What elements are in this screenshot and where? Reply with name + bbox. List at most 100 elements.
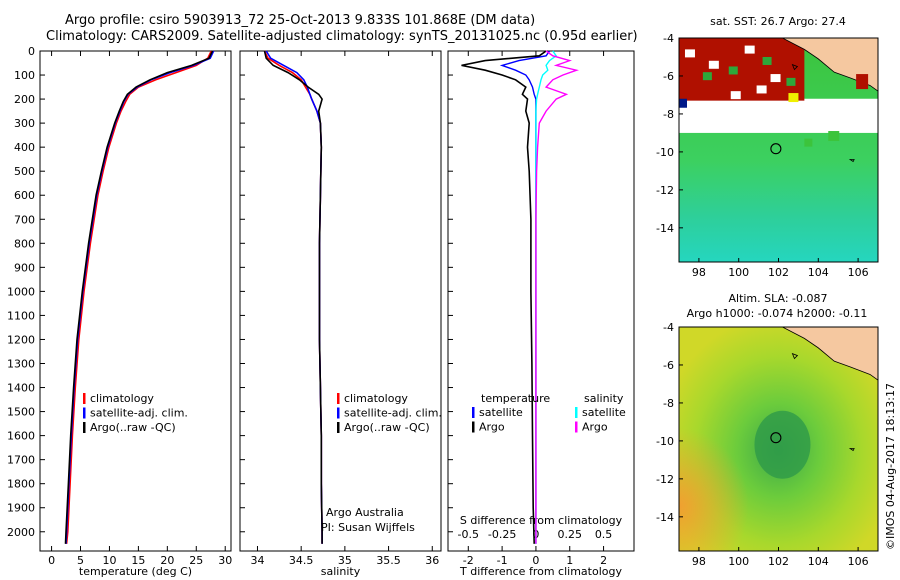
difference-series-argo: [535, 50, 579, 544]
depth-tick-label: 1700: [7, 454, 35, 467]
salinity-difference-tick-label: 0.25: [557, 528, 582, 541]
sla-lat-tick-label: -6: [663, 359, 674, 372]
depth-tick-label: 900: [14, 261, 35, 274]
depth-tick-label: 1400: [7, 382, 35, 395]
difference-series-argo: [461, 50, 547, 544]
difference-legend-title-temperature: temperature: [481, 392, 550, 405]
temperature-xtick-label: 30: [218, 554, 232, 567]
sla-lon-tick-label: 98: [692, 555, 706, 568]
sst-lat-tick-label: -6: [663, 70, 674, 83]
sst-green-pixel: [728, 66, 738, 75]
temperature-legend-swatch: [83, 407, 86, 419]
sst-warm-area: [679, 38, 805, 101]
sst-missing-pixel: [730, 91, 741, 100]
sla-lat-tick-label: -12: [656, 473, 674, 486]
depth-tick-label: 800: [14, 237, 35, 250]
depth-tick-label: 600: [14, 189, 35, 202]
depth-tick-label: 2000: [7, 526, 35, 539]
copyright-stamp: ©IMOS 04-Aug-2017 18:13:17: [884, 383, 897, 550]
sla-map-subtitle: Argo h1000: -0.074 h2000: -0.11: [687, 307, 868, 320]
sst-lat-tick-label: -14: [656, 222, 674, 235]
temperature-legend-entry: Argo(..raw -QC): [90, 421, 176, 434]
temperature-xtick-label: 25: [189, 554, 203, 567]
salinity-xtick-label: 35.5: [376, 554, 401, 567]
depth-tick-label: 1000: [7, 285, 35, 298]
sla-low-eddy: [754, 410, 811, 479]
temperature-xtick-label: 0: [48, 554, 55, 567]
sla-lat-tick-label: -14: [656, 511, 674, 524]
sla-map-title: Altim. SLA: -0.087: [728, 292, 827, 305]
salinity-series-satellite-adj--clim-: [265, 50, 323, 544]
salinity-xtick-label: 34.5: [289, 554, 314, 567]
temperature-axis-label: temperature (deg C): [79, 565, 192, 578]
sst-missing-pixel: [770, 74, 781, 83]
depth-tick-label: 0: [28, 45, 35, 58]
salinity-difference-tick-label: -0.5: [458, 528, 479, 541]
salinity-xtick-label: 36: [425, 554, 439, 567]
difference-temperature-legend-swatch: [472, 407, 475, 418]
sst-missing-pixel: [744, 45, 755, 54]
salinity-difference-axis-label: S difference from climatology: [460, 514, 623, 527]
depth-tick-label: 1800: [7, 478, 35, 491]
difference-xtick-label: 0: [532, 554, 539, 567]
salinity-xtick-label: 34: [250, 554, 264, 567]
temperature-xtick-label: 20: [160, 554, 174, 567]
depth-tick-label: 1900: [7, 502, 35, 515]
depth-tick-label: 700: [14, 213, 35, 226]
salinity-legend-entry: Argo(..raw -QC): [344, 421, 430, 434]
header-line1: Argo profile: csiro 5903913_72 25-Oct-20…: [65, 13, 536, 28]
depth-tick-label: 1500: [7, 406, 35, 419]
sst-lat-tick-label: -8: [663, 108, 674, 121]
temperature-legend-swatch: [83, 393, 86, 404]
difference-salinity-legend-entry: satellite: [582, 406, 626, 419]
difference-xtick-label: 2: [600, 554, 607, 567]
land-area: [782, 38, 878, 92]
salinity-legend-entry: climatology: [344, 392, 408, 405]
difference-xtick-label: 1: [566, 554, 573, 567]
island-outline: [791, 63, 799, 71]
sst-lon-tick-label: 100: [728, 266, 749, 279]
sst-hot-pixel: [788, 93, 799, 103]
difference-temperature-legend-swatch: [472, 421, 475, 433]
sst-map-title: sat. SST: 26.7 Argo: 27.4: [710, 15, 846, 28]
sla-map-layer: [679, 327, 878, 551]
difference-xtick-label: -1: [497, 554, 508, 567]
temperature-xtick-label: 5: [77, 554, 84, 567]
sst-lat-tick-label: -4: [663, 32, 674, 45]
difference-temperature-legend-entry: Argo: [479, 421, 505, 434]
sla-lon-tick-label: 100: [728, 555, 749, 568]
depth-tick-label: 1100: [7, 309, 35, 322]
sst-lon-tick-label: 106: [848, 266, 869, 279]
sst-lat-tick-label: -10: [656, 146, 674, 159]
sst-lat-tick-label: -12: [656, 184, 674, 197]
depth-tick-label: 1600: [7, 430, 35, 443]
sst-argo-position-marker: [770, 143, 782, 155]
depth-tick-label: 500: [14, 165, 35, 178]
sla-lon-tick-label: 104: [808, 555, 829, 568]
credit-line2: PI: Susan Wijffels: [321, 521, 415, 534]
sla-lon-tick-label: 106: [848, 555, 869, 568]
salinity-legend-swatch: [337, 407, 340, 419]
sst-green-pixel: [786, 77, 796, 86]
temperature-difference-axis-label: T difference from climatology: [459, 565, 622, 578]
salinity-series-argo---raw--qc-: [263, 50, 323, 544]
depth-tick-label: 1300: [7, 358, 35, 371]
difference-series-satellite: [499, 50, 551, 544]
salinity-difference-tick-label: 0.5: [595, 528, 613, 541]
salinity-legend-swatch: [337, 422, 340, 433]
temperature-legend-entry: satellite-adj. clim.: [90, 407, 188, 420]
salinity-series-climatology: [263, 50, 323, 544]
sst-missing-band: [679, 98, 878, 133]
sst-lon-tick-label: 98: [692, 266, 706, 279]
temperature-series-climatology: [65, 50, 213, 544]
sla-argo-position-marker: [770, 432, 782, 444]
salinity-panel-frame: [239, 50, 442, 552]
depth-tick-label: 300: [14, 117, 35, 130]
sst-cold-pixel: [679, 98, 687, 108]
sla-lat-tick-label: -8: [663, 397, 674, 410]
sst-green-pixel: [762, 56, 772, 65]
temperature-series-satellite-adj--clim-: [65, 50, 215, 544]
island-outline: [791, 352, 799, 360]
depth-tick-label: 400: [14, 141, 35, 154]
sst-missing-pixel: [756, 85, 767, 94]
